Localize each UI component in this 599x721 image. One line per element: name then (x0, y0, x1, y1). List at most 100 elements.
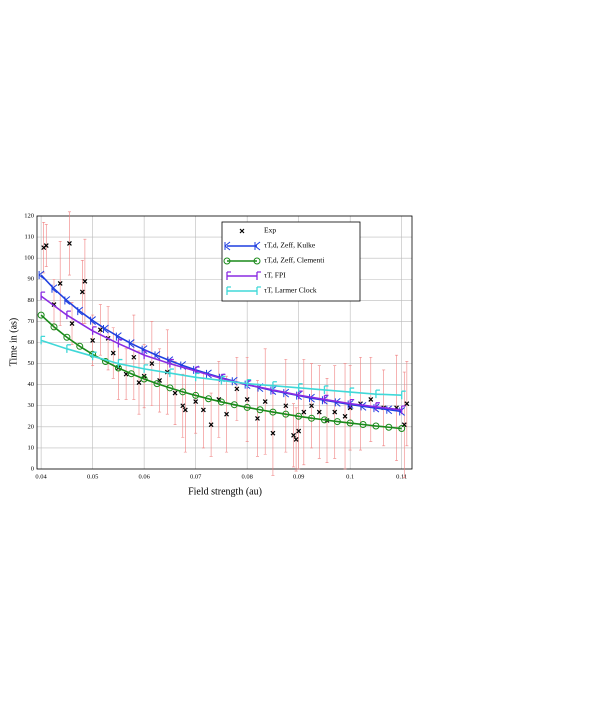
marker (153, 380, 161, 388)
marker (346, 419, 354, 427)
marker (50, 323, 58, 331)
marker (117, 358, 123, 368)
marker (323, 385, 329, 394)
marker (308, 414, 316, 422)
legend: Exp τT,d, Zeff, Kulke τT,d, Zeff, Clementi… (221, 221, 361, 302)
marker (256, 271, 261, 280)
marker (64, 296, 71, 305)
marker (298, 390, 303, 400)
marker (256, 406, 264, 414)
marker (205, 395, 213, 403)
marker (349, 398, 355, 408)
marker (223, 257, 231, 265)
marker (244, 397, 250, 402)
marker (347, 400, 354, 409)
marker (117, 338, 123, 348)
marker (149, 361, 155, 367)
plot-frame (36, 215, 413, 470)
marker (359, 421, 367, 429)
marker (193, 399, 199, 404)
marker (334, 397, 341, 407)
marker (169, 368, 174, 378)
marker (320, 416, 328, 424)
marker (360, 401, 367, 411)
marker (270, 430, 276, 436)
y-tick-label: 70 (28, 318, 35, 325)
marker (226, 286, 231, 295)
marker (398, 425, 406, 433)
marker (224, 241, 231, 251)
marker (67, 240, 72, 246)
x-tick-label: 0.11 (396, 473, 407, 480)
y-tick-label: 60 (28, 339, 35, 346)
marker (234, 386, 240, 392)
marker (282, 388, 290, 398)
y-tick-label: 20 (28, 423, 35, 430)
marker (136, 380, 142, 385)
marker (256, 286, 261, 295)
y-tick-label: 120 (24, 212, 34, 219)
y-tick-label: 80 (28, 297, 35, 304)
marker (373, 403, 380, 413)
marker (79, 289, 85, 295)
marker (141, 345, 148, 355)
marker (385, 423, 393, 431)
marker (140, 375, 148, 383)
marker (143, 350, 149, 360)
marker (192, 391, 200, 399)
marker (386, 405, 393, 415)
marker (89, 316, 96, 325)
x-tick-label: 0.07 (190, 473, 202, 480)
marker (401, 390, 406, 400)
marker (166, 384, 174, 392)
marker (91, 326, 97, 335)
marker (76, 306, 84, 316)
marker (239, 228, 245, 234)
y-axis-title: Time in (as) (8, 318, 19, 367)
marker (40, 291, 46, 301)
marker (43, 243, 49, 248)
marker (269, 408, 277, 416)
marker (76, 342, 84, 350)
marker (97, 327, 103, 333)
marker (102, 324, 109, 334)
marker (230, 401, 238, 409)
marker (272, 381, 277, 390)
marker (208, 422, 214, 428)
marker (398, 407, 406, 416)
marker (40, 335, 46, 345)
marker (321, 395, 328, 405)
marker (404, 401, 410, 407)
x-tick-label: 0.09 (293, 473, 304, 480)
marker (282, 410, 290, 418)
x-tick-label: 0.04 (35, 473, 47, 480)
marker (283, 403, 289, 409)
marker (309, 403, 314, 409)
marker (301, 409, 307, 415)
marker (51, 284, 58, 294)
x-axis-title: Field strength (au) (188, 486, 262, 497)
marker (349, 387, 355, 397)
marker (295, 391, 302, 401)
marker (224, 411, 229, 417)
marker (254, 241, 261, 251)
marker (332, 409, 338, 415)
marker (157, 378, 163, 383)
marker (375, 389, 380, 399)
marker (195, 372, 200, 382)
x-tick-label: 0.05 (87, 473, 98, 480)
marker (127, 370, 135, 378)
marker (298, 383, 303, 392)
marker (375, 402, 380, 411)
marker (63, 333, 71, 341)
marker (37, 311, 45, 319)
marker (243, 403, 251, 411)
marker (342, 413, 348, 419)
y-tick-label: 110 (24, 234, 34, 241)
marker (110, 350, 116, 356)
marker (169, 358, 174, 368)
marker (172, 390, 178, 396)
marker (401, 405, 406, 414)
marker (82, 278, 88, 284)
